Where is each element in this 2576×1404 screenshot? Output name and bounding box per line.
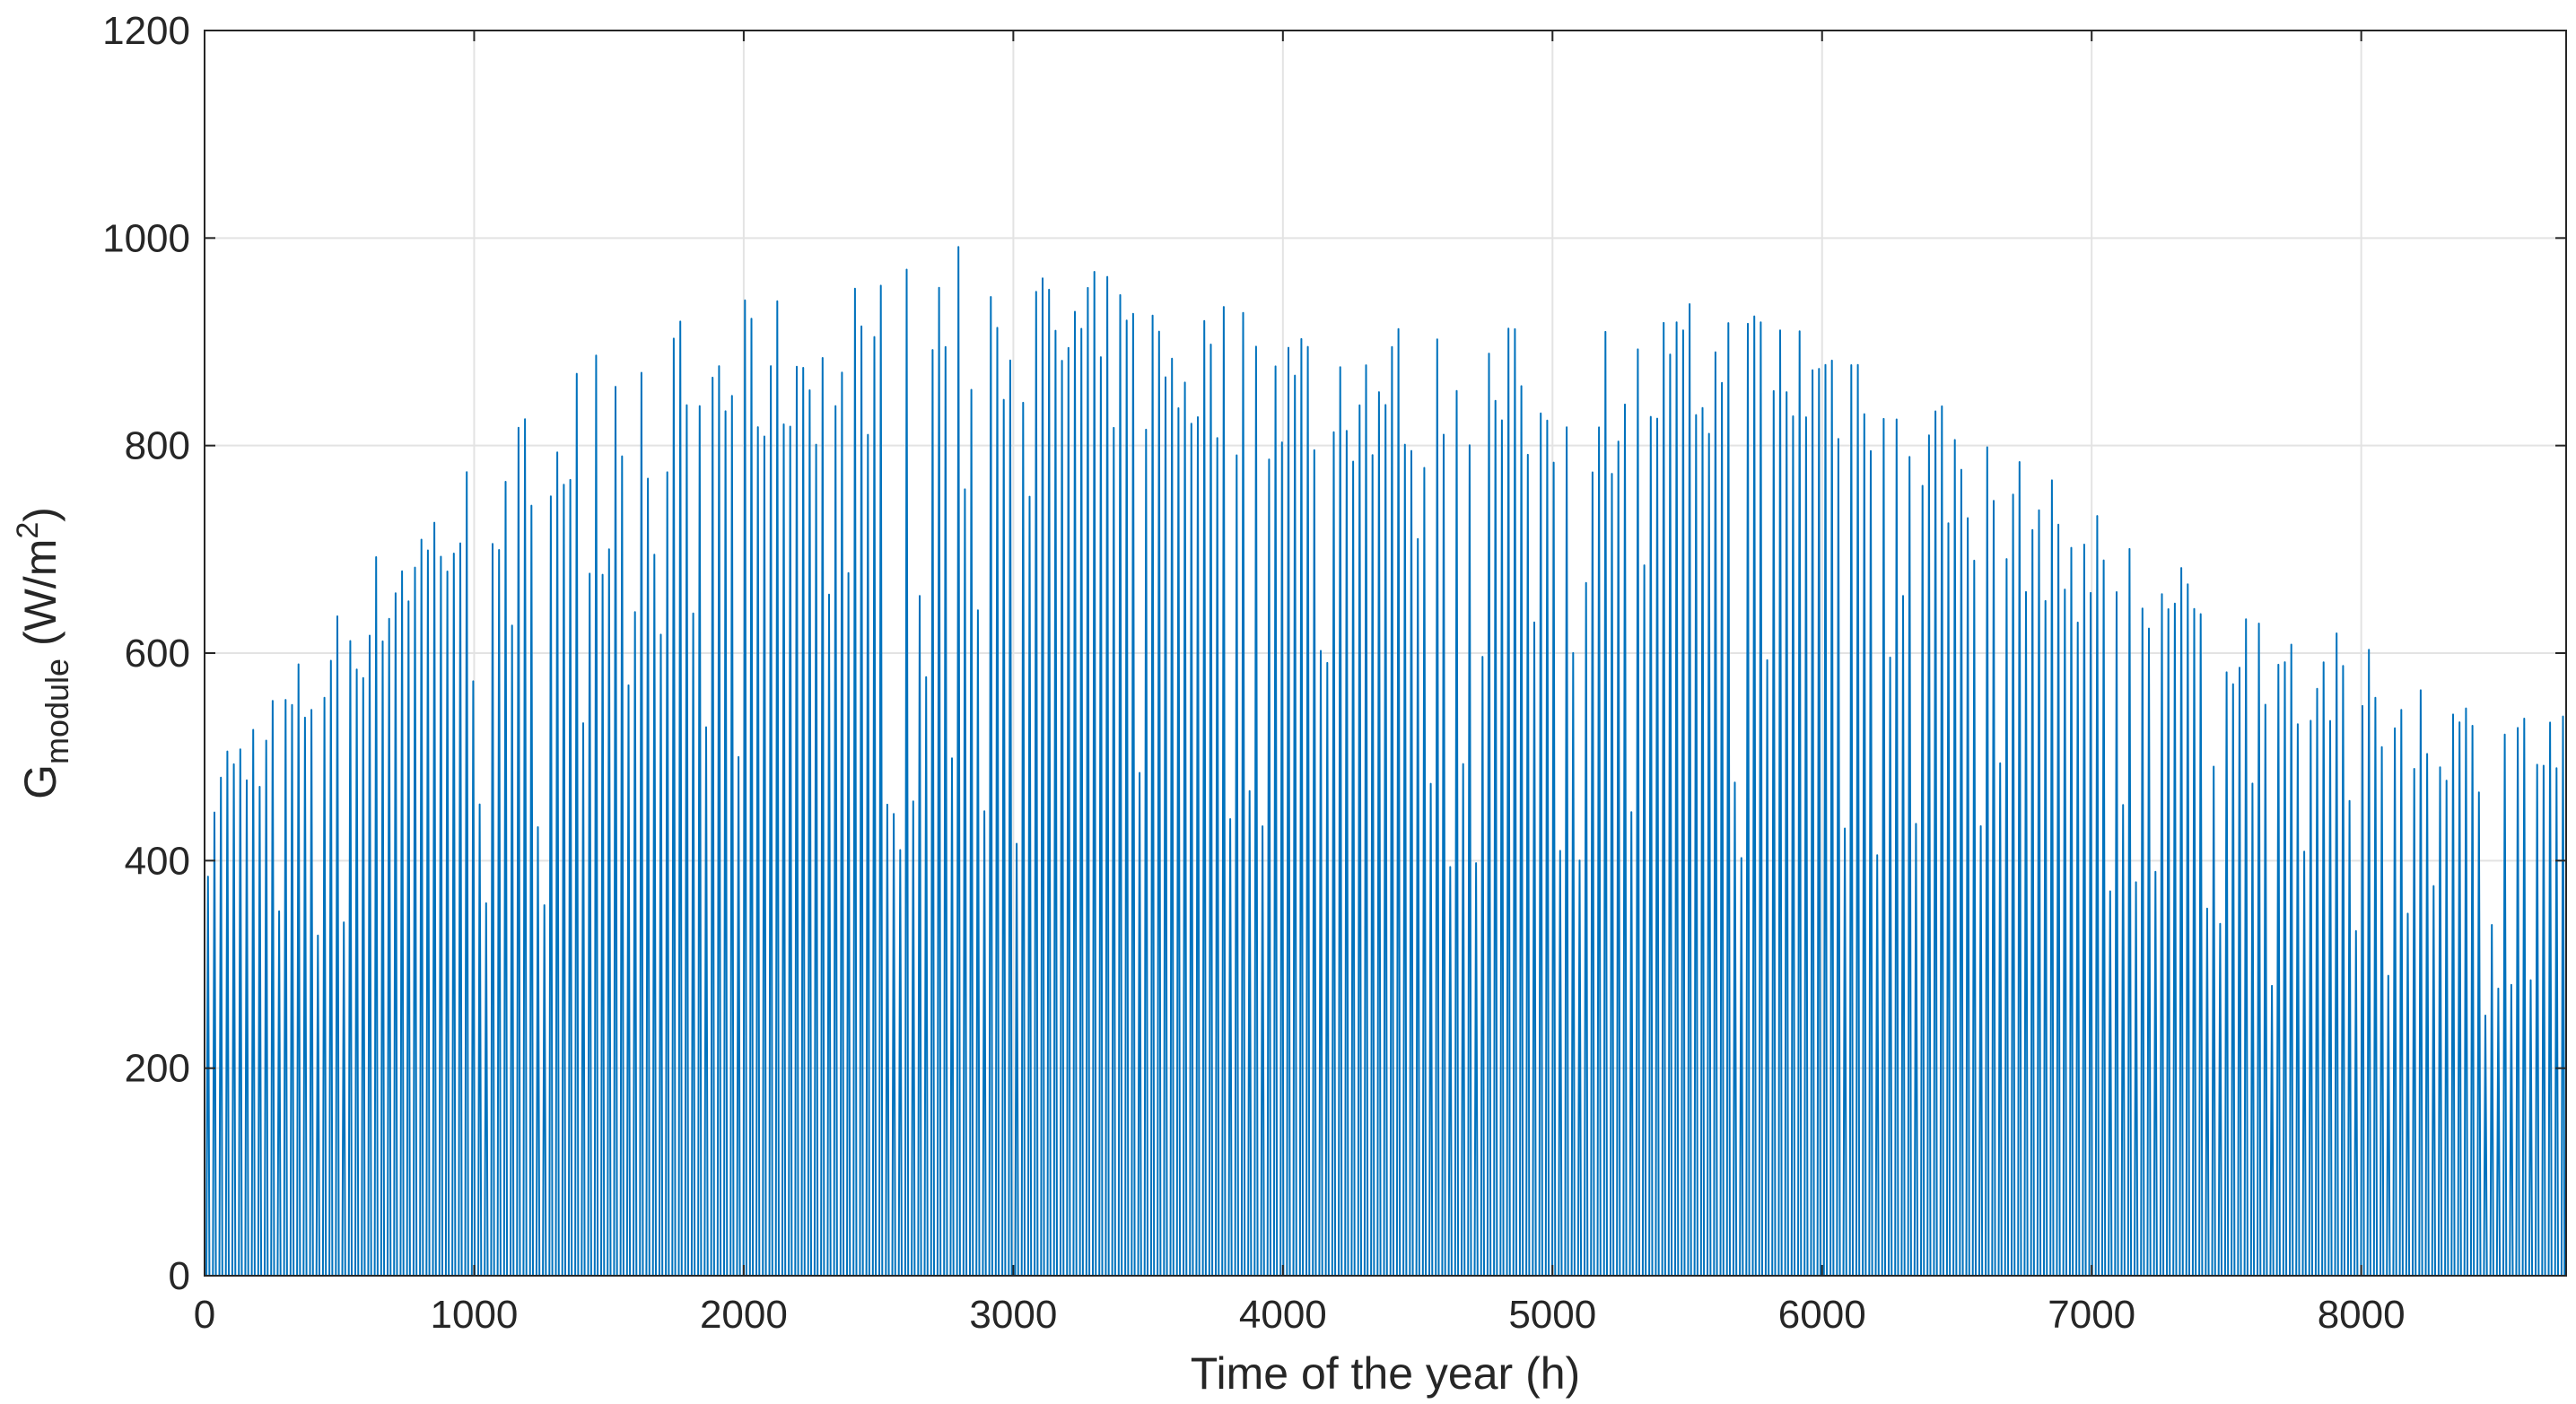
- y-tick-label: 200: [125, 1047, 190, 1091]
- y-axis-label-unit-suffix: ): [15, 507, 65, 522]
- y-tick-label: 800: [125, 424, 190, 468]
- y-axis-label-superscript: 2: [11, 522, 45, 539]
- y-axis-label-subscript: module: [39, 658, 75, 764]
- x-tick-label: 0: [194, 1293, 215, 1337]
- x-tick-label: 2000: [700, 1293, 788, 1337]
- y-axis-label: Gmodule (W/m2): [11, 507, 75, 799]
- y-tick-label: 0: [169, 1254, 190, 1298]
- ticks: 0 1000 2000 3000 4000 5000 6000 7000 8000 0 200 400…: [102, 9, 2566, 1337]
- y-axis-label-unit-prefix: (W/m: [15, 539, 65, 658]
- x-tick-label: 6000: [1778, 1293, 1866, 1337]
- x-tick-label: 4000: [1239, 1293, 1327, 1337]
- x-tick-label: 5000: [1508, 1293, 1596, 1337]
- y-tick-label: 1000: [102, 216, 190, 260]
- x-tick-label: 1000: [431, 1293, 519, 1337]
- y-tick-label: 1200: [102, 9, 190, 53]
- y-tick-label: 400: [125, 839, 190, 883]
- x-tick-label: 8000: [2318, 1293, 2406, 1337]
- y-axis-label-base: G: [15, 764, 65, 799]
- x-tick-label: 3000: [969, 1293, 1057, 1337]
- x-axis-label: Time of the year (h): [1191, 1348, 1580, 1399]
- x-tick-label: 7000: [2048, 1293, 2135, 1337]
- y-tick-label: 600: [125, 632, 190, 676]
